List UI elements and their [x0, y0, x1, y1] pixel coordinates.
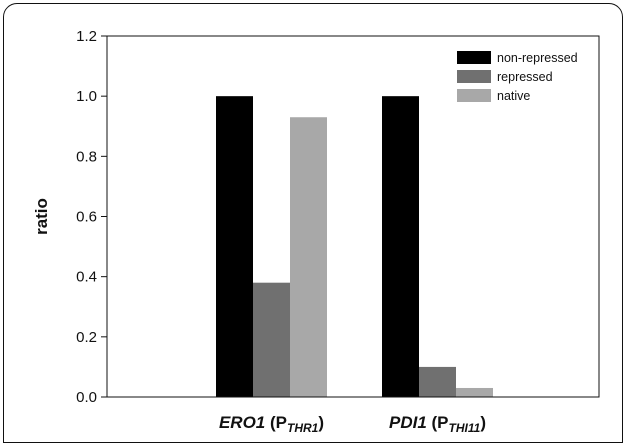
category-close: ) [480, 413, 486, 432]
category-promoter: THI11 [449, 421, 481, 433]
category-close: ) [318, 413, 324, 432]
category-label: PDI1 (PTHI11) [389, 413, 486, 433]
legend-label-repressed: repressed [497, 70, 553, 84]
legend-swatch-native [457, 89, 491, 102]
legend-label-native: native [497, 89, 530, 103]
y-tick-label: 0.8 [76, 148, 97, 165]
category-open: (P [265, 413, 287, 432]
legend-label-non-repressed: non-repressed [497, 51, 578, 65]
bar-native-0 [290, 117, 327, 397]
y-tick-label: 0.6 [76, 209, 97, 226]
bar-repressed-1 [419, 366, 456, 397]
legend-swatch-non-repressed [457, 51, 491, 64]
bar-non-repressed-0 [216, 96, 253, 398]
category-label: ERO1 (PTHR1) [219, 413, 324, 433]
y-tick-label: 0.2 [76, 329, 97, 346]
y-tick-label: 1.0 [76, 88, 97, 105]
bar-non-repressed-1 [382, 96, 419, 398]
category-open: (P [427, 413, 449, 432]
category-gene: ERO1 [219, 413, 265, 432]
bar-repressed-0 [253, 282, 290, 397]
bar-native-1 [456, 387, 493, 397]
y-tick-label: 0.4 [76, 269, 97, 286]
category-gene: PDI1 [389, 413, 427, 432]
y-tick-label: 1.2 [76, 28, 97, 45]
y-tick-label: 0.0 [76, 389, 97, 406]
y-axis-title: ratio [32, 198, 51, 235]
legend-swatch-repressed [457, 70, 491, 83]
category-promoter: THR1 [287, 421, 319, 433]
